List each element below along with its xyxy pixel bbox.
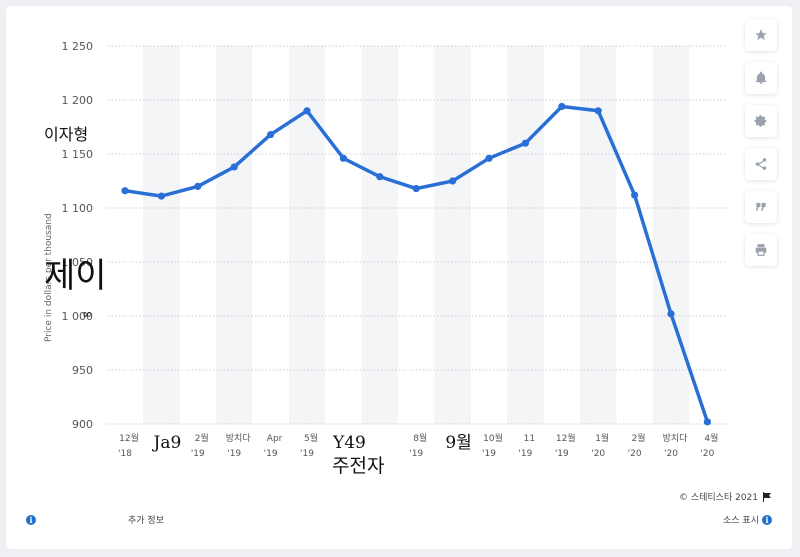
x-tick-year: '19 <box>518 449 532 459</box>
ylabel-glyph: ∞ <box>82 307 92 321</box>
y-tick-label: 1 200 <box>62 94 94 107</box>
ylabel-big-text: 제이 <box>44 256 107 296</box>
flag-icon[interactable] <box>762 491 772 502</box>
y-tick-label: 1 150 <box>62 148 94 161</box>
show-source-link[interactable]: 소스 표시 <box>723 516 759 526</box>
print-icon <box>755 244 767 256</box>
footer-right: 소스 표시 i <box>723 513 772 526</box>
x-tick-year: '20 <box>664 449 678 459</box>
y-tick-label: 1 000 <box>62 310 94 323</box>
data-point[interactable] <box>339 154 347 162</box>
x-tick-label: Y49 <box>332 433 366 453</box>
x-tick-year: '19 <box>409 449 423 459</box>
data-point[interactable] <box>703 418 712 426</box>
data-point[interactable] <box>194 182 202 190</box>
x-tick-label: 10월 <box>483 432 503 444</box>
data-point[interactable] <box>449 177 457 185</box>
copyright-text: © 스테티스타 2021 <box>678 493 758 503</box>
ylabel-fragment: 이자형 <box>44 125 88 144</box>
x-tick-year: '20 <box>700 449 714 459</box>
x-tick-label: 1월 <box>595 432 609 444</box>
bell-icon <box>755 71 767 84</box>
cite-button[interactable] <box>745 191 777 223</box>
column-bands <box>143 46 690 424</box>
settings-button[interactable] <box>745 105 777 137</box>
column-band <box>580 46 617 424</box>
x-tick-label: 4월 <box>704 432 718 444</box>
x-tick-label: Apr <box>267 434 283 444</box>
star-icon <box>755 29 767 41</box>
column-band <box>216 46 253 424</box>
y-tick-label: 950 <box>72 364 93 377</box>
source-info-icon[interactable]: i <box>762 514 772 525</box>
data-point[interactable] <box>267 130 275 139</box>
info-icon[interactable]: i <box>26 514 36 525</box>
data-point[interactable] <box>376 173 384 181</box>
xlabel-extra-text: 주전자 <box>332 455 384 477</box>
data-point[interactable] <box>121 187 129 195</box>
x-tick-label: 2월 <box>632 432 646 444</box>
x-tick-year: '19 <box>227 449 241 459</box>
y-tick-label: 1 050 <box>62 256 94 269</box>
column-band <box>143 46 180 424</box>
data-point[interactable] <box>157 192 165 200</box>
x-tick-label: 방치다 <box>226 432 252 444</box>
more-info-link[interactable]: 추가 정보 <box>128 516 164 526</box>
x-tick-year: '18 <box>118 449 132 459</box>
x-tick-label: 12월 <box>556 432 576 444</box>
x-tick-label: 11 <box>524 434 535 444</box>
data-point[interactable] <box>558 102 566 111</box>
x-tick-year: '19 <box>555 449 569 459</box>
x-tick-year: '20 <box>628 449 642 459</box>
data-point[interactable] <box>521 139 530 147</box>
favorite-button[interactable] <box>745 19 777 51</box>
x-tick-label: 8월 <box>413 432 427 444</box>
notification-button[interactable] <box>745 62 777 94</box>
y-tick-label: 1 250 <box>62 40 94 53</box>
x-tick-label: 12월 <box>119 432 139 444</box>
gridlines <box>108 45 726 425</box>
data-point[interactable] <box>594 107 602 115</box>
share-button[interactable] <box>745 148 777 180</box>
data-point[interactable] <box>631 191 639 199</box>
copyright: © 스테티스타 2021 <box>679 490 772 503</box>
quote-icon <box>755 202 766 211</box>
y-axis-ticks: 1 250 1 200 1 150 1 100 1 050 1 000 950 900 <box>62 40 94 431</box>
x-axis-ticks: 12월 '18 Ja9 2월 '19 방치다 '19 Apr '19 5월 '19 Y49 8월 '19 9… <box>118 432 718 459</box>
column-band <box>288 46 326 424</box>
data-point[interactable] <box>667 310 675 318</box>
data-point[interactable] <box>485 154 493 162</box>
data-point[interactable] <box>412 184 420 193</box>
column-band <box>507 46 544 424</box>
column-band <box>434 46 471 424</box>
series-points <box>121 102 712 426</box>
x-tick-year: '19 <box>300 449 314 459</box>
x-tick-label: Ja9 <box>152 433 182 453</box>
gear-icon <box>754 115 767 127</box>
share-icon <box>755 158 767 170</box>
x-tick-label: 방치다 <box>663 432 689 444</box>
y-tick-label: 900 <box>72 418 93 431</box>
chart-toolbar <box>745 19 779 277</box>
x-tick-year: '19 <box>264 449 278 459</box>
column-band <box>652 46 690 424</box>
footer-left: i 추가 정보 <box>26 513 164 526</box>
x-tick-label: 9월 <box>445 433 471 453</box>
x-tick-year: '19 <box>191 449 205 459</box>
y-tick-label: 1 100 <box>62 202 94 215</box>
x-tick-year: '19 <box>482 449 496 459</box>
x-tick-label: 5월 <box>304 432 318 444</box>
x-tick-year: '20 <box>591 449 605 459</box>
x-tick-label: 2월 <box>195 432 209 444</box>
column-band <box>361 46 398 424</box>
data-point[interactable] <box>303 107 311 115</box>
data-point[interactable] <box>230 163 238 171</box>
y-axis-label: Price in dollars per thousand <box>44 213 54 342</box>
print-button[interactable] <box>745 234 777 266</box>
